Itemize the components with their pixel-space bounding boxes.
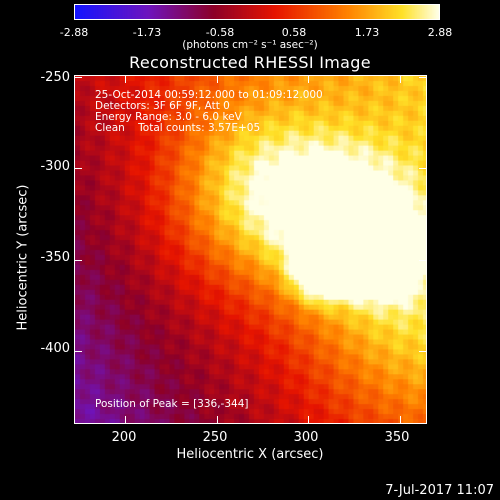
colorbar-tick: -0.58 xyxy=(205,26,235,39)
x-tick-label: 350 xyxy=(384,430,410,445)
colorbar xyxy=(74,4,440,20)
y-tick-mark xyxy=(74,259,82,261)
x-tick-mark xyxy=(308,75,310,83)
y-tick-label: -300 xyxy=(40,159,70,174)
x-tick-label: 200 xyxy=(111,430,137,445)
x-tick-mark xyxy=(125,75,127,83)
y-tick-label: -350 xyxy=(40,250,70,265)
y-tick-mark xyxy=(419,259,427,261)
colorbar-tick: 2.88 xyxy=(427,26,453,39)
x-tick-mark xyxy=(399,416,401,424)
info-line: 25-Oct-2014 00:59:12.000 to 01:09:12.000 xyxy=(95,89,323,101)
y-tick-mark xyxy=(74,76,82,78)
x-axis-label: Heliocentric X (arcsec) xyxy=(176,447,324,462)
y-tick-mark xyxy=(74,350,82,352)
x-tick-mark xyxy=(216,75,218,83)
colorbar-tick: 1.73 xyxy=(354,26,380,39)
chart-title: Reconstructed RHESSI Image xyxy=(129,53,371,72)
colorbar-tick: -1.73 xyxy=(132,26,162,39)
y-tick-label: -400 xyxy=(40,341,70,356)
info-line: Detectors: 3F 6F 9F, Att 0 xyxy=(95,100,230,112)
colorbar-tick: 0.58 xyxy=(281,26,307,39)
x-tick-mark xyxy=(308,416,310,424)
info-line: Energy Range: 3.0 - 6.0 keV xyxy=(95,111,242,123)
colorbar-tick: -2.88 xyxy=(59,26,89,39)
x-tick-mark xyxy=(399,75,401,83)
footer-date: 7-Jul-2017 11:07 xyxy=(385,483,494,498)
y-tick-mark xyxy=(419,168,427,170)
peak-position: Position of Peak = [336,-344] xyxy=(95,398,249,410)
y-tick-label: -250 xyxy=(40,70,70,85)
x-tick-label: 300 xyxy=(293,430,319,445)
x-tick-mark xyxy=(125,416,127,424)
x-tick-mark xyxy=(216,416,218,424)
y-axis-label: Heliocentric Y (arcsec) xyxy=(15,184,31,331)
y-tick-mark xyxy=(74,168,82,170)
info-line: Clean Total counts: 3.57E+05 xyxy=(95,122,261,134)
plot-area: 25-Oct-2014 00:59:12.000 to 01:09:12.000… xyxy=(74,75,427,424)
heatmap-image xyxy=(75,76,426,423)
colorbar-units: (photons cm⁻² s⁻¹ asec⁻²) xyxy=(182,39,318,51)
y-tick-mark xyxy=(419,350,427,352)
x-tick-label: 250 xyxy=(202,430,228,445)
y-tick-mark xyxy=(419,76,427,78)
colorbar-gradient xyxy=(75,5,439,19)
